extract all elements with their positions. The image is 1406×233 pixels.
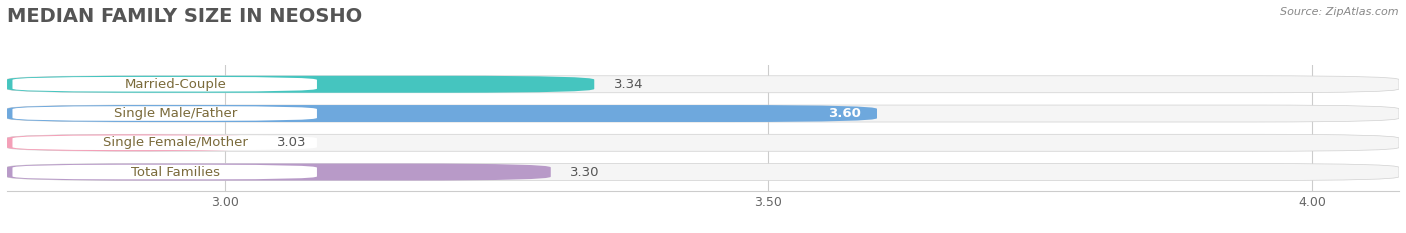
FancyBboxPatch shape [13, 135, 316, 150]
FancyBboxPatch shape [13, 106, 316, 121]
Text: Source: ZipAtlas.com: Source: ZipAtlas.com [1281, 7, 1399, 17]
FancyBboxPatch shape [7, 164, 551, 181]
Text: 3.34: 3.34 [614, 78, 644, 91]
Text: 3.03: 3.03 [277, 136, 307, 149]
FancyBboxPatch shape [7, 105, 877, 122]
Text: MEDIAN FAMILY SIZE IN NEOSHO: MEDIAN FAMILY SIZE IN NEOSHO [7, 7, 363, 26]
FancyBboxPatch shape [13, 165, 316, 179]
Text: Single Male/Father: Single Male/Father [114, 107, 238, 120]
FancyBboxPatch shape [7, 76, 595, 93]
Text: Total Families: Total Families [131, 165, 221, 178]
FancyBboxPatch shape [7, 134, 1399, 151]
FancyBboxPatch shape [13, 77, 316, 92]
FancyBboxPatch shape [7, 164, 1399, 181]
FancyBboxPatch shape [7, 134, 257, 151]
Text: Single Female/Mother: Single Female/Mother [103, 136, 247, 149]
Text: Married-Couple: Married-Couple [125, 78, 226, 91]
Text: 3.30: 3.30 [571, 165, 600, 178]
FancyBboxPatch shape [7, 105, 1399, 122]
Text: 3.60: 3.60 [828, 107, 860, 120]
FancyBboxPatch shape [7, 76, 1399, 93]
